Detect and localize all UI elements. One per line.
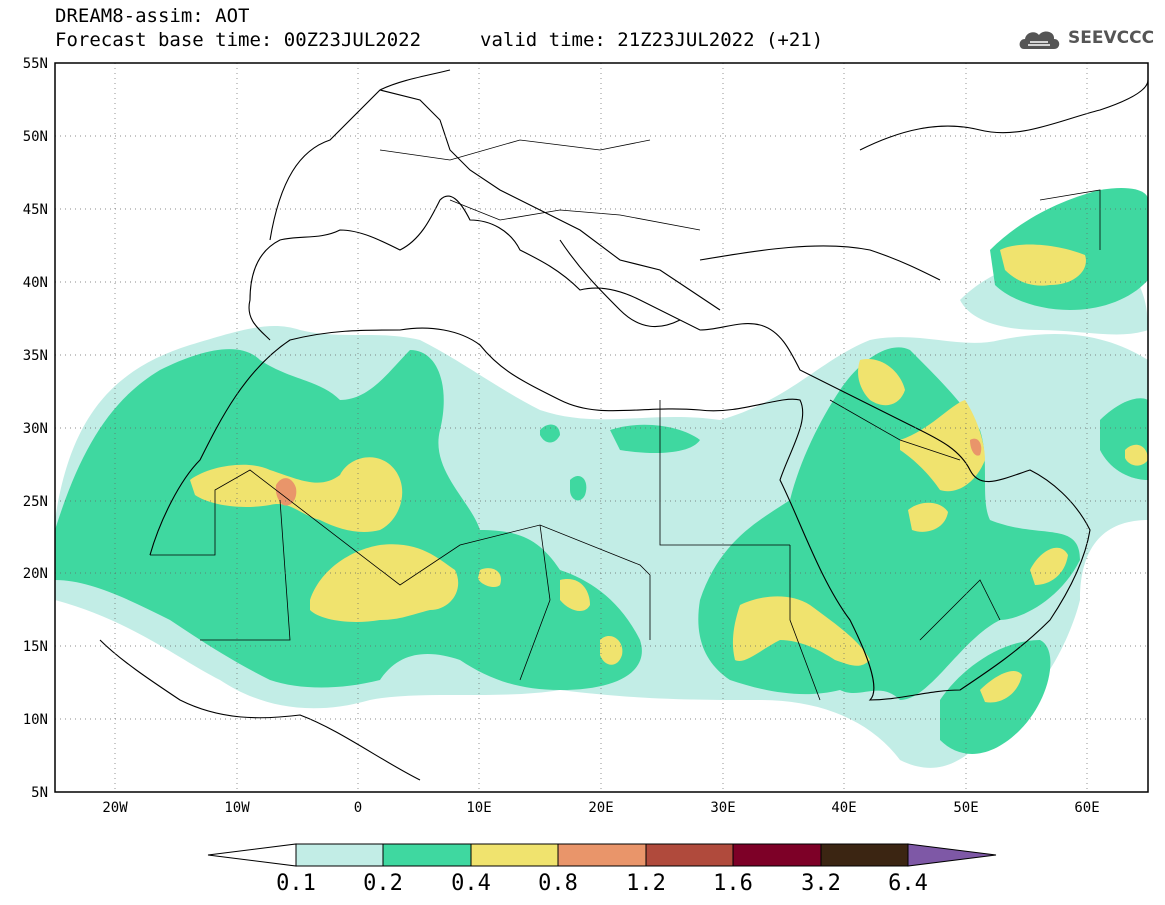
lat-label: 35N xyxy=(23,348,48,364)
colorbar-label: 3.2 xyxy=(801,871,841,896)
lat-label: 50N xyxy=(23,129,48,145)
colorbar-swatch-6 xyxy=(732,843,822,867)
lon-label: 10W xyxy=(224,800,250,816)
lon-labels: 20W 10W 0 10E 20E 30E 40E 50E 60E xyxy=(102,800,1099,816)
lon-label: 20W xyxy=(102,800,128,816)
colorbar-swatch-4 xyxy=(557,843,647,867)
lat-label: 25N xyxy=(23,494,48,510)
cloud-logo-icon xyxy=(1019,31,1060,49)
gridlines xyxy=(55,63,1148,792)
lat-label: 10N xyxy=(23,712,48,728)
map-frame xyxy=(54,62,1149,793)
logo-text: SEEVCCC xyxy=(1068,28,1155,48)
lat-label: 30N xyxy=(23,421,48,437)
forecast-base-time: Forecast base time: 00Z23JUL2022 xyxy=(55,29,422,51)
borders xyxy=(150,139,1101,701)
colorbar-label: 1.6 xyxy=(713,871,753,896)
colorbar-swatch-5 xyxy=(645,843,734,867)
lat-label: 5N xyxy=(31,785,48,801)
lat-label: 40N xyxy=(23,275,48,291)
lon-label: 40E xyxy=(831,800,856,816)
colorbar-labels: 0.1 0.2 0.4 0.8 1.2 1.6 3.2 6.4 xyxy=(276,871,928,896)
colorbar-label: 0.8 xyxy=(538,871,578,896)
colorbar-swatch-8 xyxy=(907,843,997,867)
lat-label: 15N xyxy=(23,639,48,655)
colorbar-swatch-0 xyxy=(207,843,297,867)
lat-labels: 55N 50N 45N 40N 35N 30N 25N 20N 15N 10N … xyxy=(23,56,48,801)
colorbar-swatch-1 xyxy=(295,843,384,867)
colorbar-label: 1.2 xyxy=(626,871,666,896)
colorbar-swatch-2 xyxy=(382,843,472,867)
lon-label: 10E xyxy=(466,800,491,816)
lat-label: 45N xyxy=(23,202,48,218)
lat-label: 20N xyxy=(23,566,48,582)
colorbar-label: 0.2 xyxy=(363,871,403,896)
colorbar xyxy=(207,843,997,867)
colorbar-label: 6.4 xyxy=(888,871,928,896)
aot-band-0.4 xyxy=(190,244,1148,703)
lon-label: 30E xyxy=(710,800,735,816)
aot-fields xyxy=(55,188,1148,768)
colorbar-swatch-7 xyxy=(820,843,909,867)
aot-band-0.8 xyxy=(275,438,982,506)
lon-label: 60E xyxy=(1074,800,1099,816)
lon-label: 0 xyxy=(354,800,362,816)
lon-label: 20E xyxy=(588,800,613,816)
colorbar-label: 0.1 xyxy=(276,871,316,896)
valid-time: valid time: 21Z23JUL2022 (+21) xyxy=(480,29,824,51)
colorbar-label: 0.4 xyxy=(451,871,491,896)
lon-label: 50E xyxy=(953,800,978,816)
lat-label: 55N xyxy=(23,56,48,72)
colorbar-swatch-3 xyxy=(470,843,559,867)
map-title: DREAM8-assim: AOT xyxy=(55,5,250,27)
coastlines xyxy=(99,69,1148,781)
